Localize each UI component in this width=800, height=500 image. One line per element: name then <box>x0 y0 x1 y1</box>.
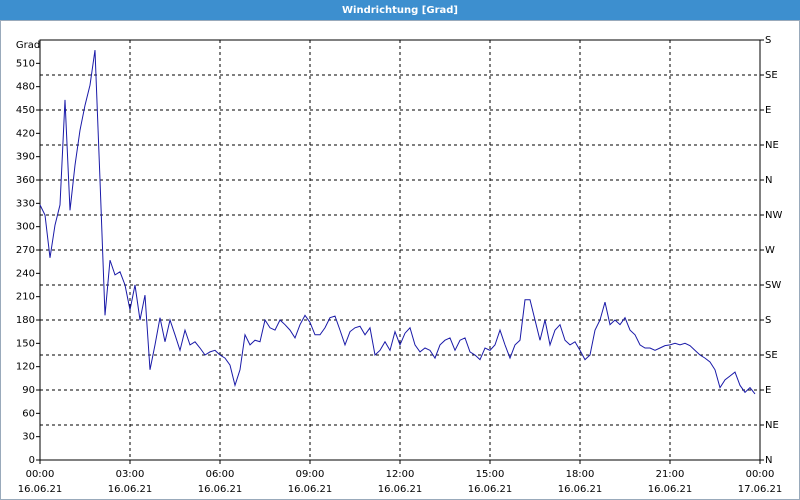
y-tick-label: 420 <box>16 128 35 139</box>
y2-tick-label: E <box>765 105 771 116</box>
x-tick-label: 12:00 <box>386 469 415 480</box>
data-line <box>39 50 756 395</box>
x-tick-date: 16.06.21 <box>378 484 423 495</box>
x-tick-date: 16.06.21 <box>288 484 333 495</box>
x-tick-label: 09:00 <box>296 469 325 480</box>
x-tick-label: 15:00 <box>476 469 505 480</box>
x-tick-label: 00:00 <box>746 469 775 480</box>
y-tick-label: 300 <box>16 222 35 233</box>
y2-tick-label: S <box>765 35 771 46</box>
x-tick-date: 16.06.21 <box>198 484 243 495</box>
y2-tick-label: W <box>765 245 775 256</box>
y-tick-label: 210 <box>16 292 35 303</box>
x-tick-label: 06:00 <box>206 469 235 480</box>
plot-frame <box>39 39 761 461</box>
x-tick-date: 16.06.21 <box>108 484 153 495</box>
y2-tick-label: N <box>765 455 772 466</box>
x-tick-label: 00:00 <box>26 469 55 480</box>
y-tick-label: 180 <box>16 315 35 326</box>
y-tick-label: 0 <box>29 455 35 466</box>
y-tick-label: 60 <box>22 408 35 419</box>
x-tick-label: 21:00 <box>656 469 685 480</box>
y-tick-label: 30 <box>22 432 35 443</box>
y-tick-label: 120 <box>16 362 35 373</box>
y2-tick-label: E <box>765 385 771 396</box>
y2-tick-label: NE <box>765 420 779 431</box>
x-tick-date: 16.06.21 <box>468 484 513 495</box>
y2-tick-label: NE <box>765 140 779 151</box>
x-tick-date: 16.06.21 <box>18 484 63 495</box>
y-tick-label: 90 <box>22 385 35 396</box>
x-tick-date: 16.06.21 <box>558 484 603 495</box>
y2-tick-label: N <box>765 175 772 186</box>
y-tick-label: 360 <box>16 175 35 186</box>
y2-tick-label: SE <box>765 350 778 361</box>
x-tick-date: 17.06.21 <box>738 484 783 495</box>
y-tick-label: 270 <box>16 245 35 256</box>
y-tick-label: 150 <box>16 338 35 349</box>
y-tick-label: 240 <box>16 268 35 279</box>
window-border <box>0 20 800 500</box>
x-tick-label: 18:00 <box>566 469 595 480</box>
y-tick-label: 510 <box>16 58 35 69</box>
y-tick-label: 330 <box>16 198 35 209</box>
title-bar <box>0 0 800 20</box>
x-tick-date: 16.06.21 <box>648 484 693 495</box>
y2-tick-label: SW <box>765 280 781 291</box>
y2-tick-label: S <box>765 315 771 326</box>
y-axis-label: Grad <box>16 40 40 51</box>
x-tick-label: 03:00 <box>116 469 145 480</box>
y2-tick-label: NW <box>765 210 782 221</box>
y-tick-label: 390 <box>16 152 35 163</box>
y-tick-label: 450 <box>16 105 35 116</box>
y2-tick-label: SE <box>765 70 778 81</box>
chart-title: Windrichtung [Grad] <box>342 5 458 16</box>
y-tick-label: 480 <box>16 82 35 93</box>
